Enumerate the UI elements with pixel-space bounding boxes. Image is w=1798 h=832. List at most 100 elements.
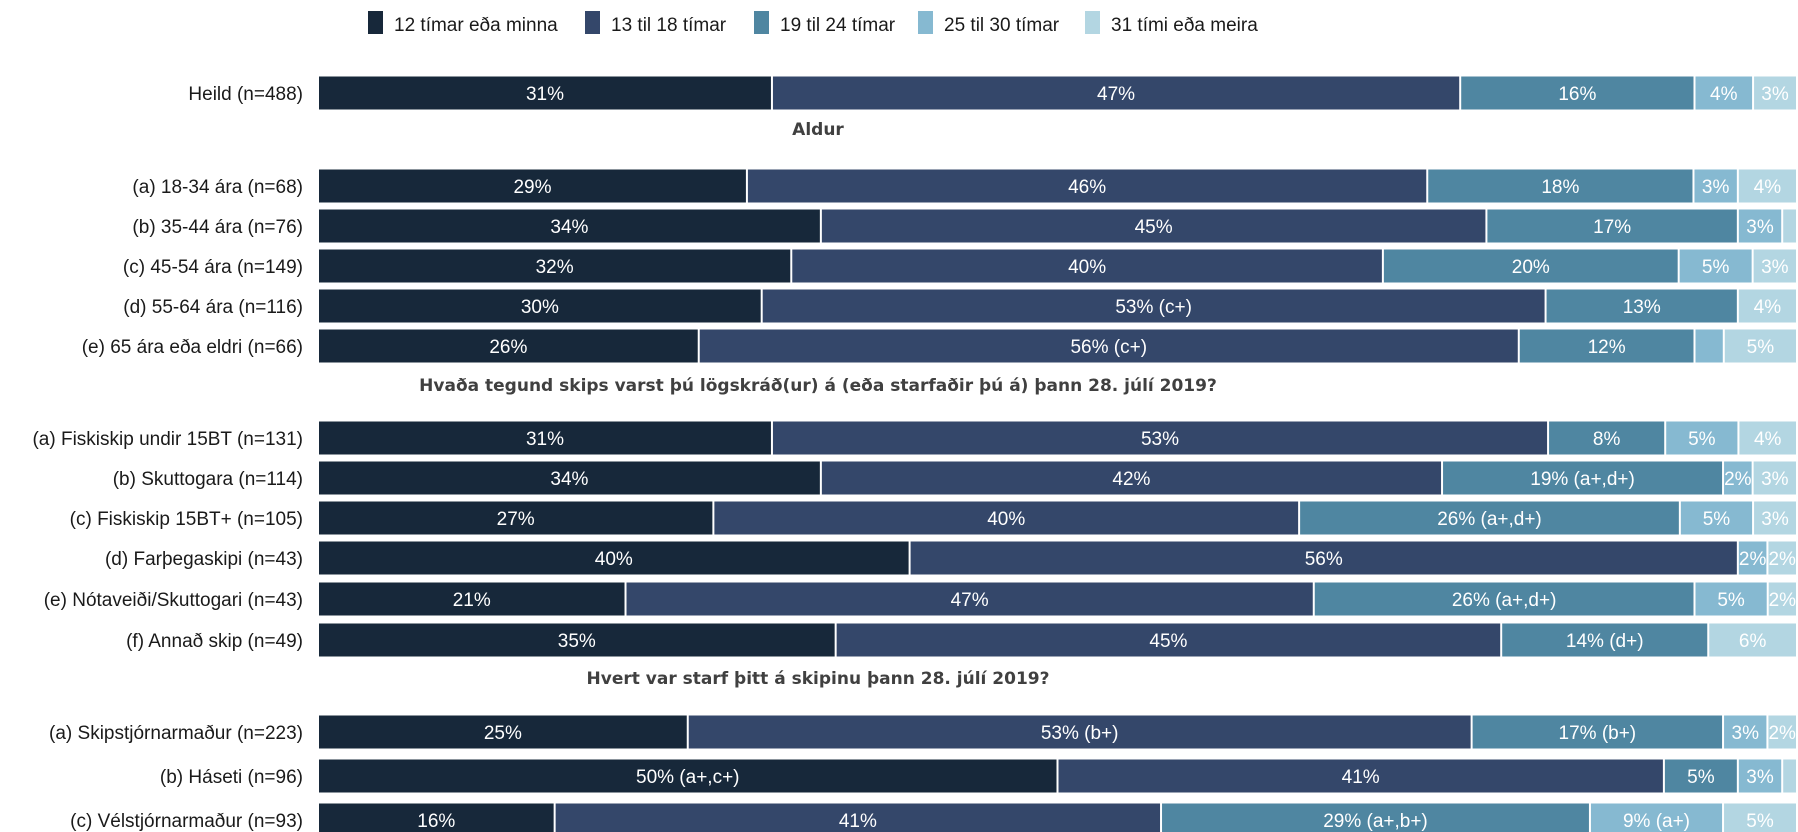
bar-row-b-35-44-ara-n-76: (b) 35-44 ára (n=76) 34% 45% 17% 3%	[132, 209, 1796, 243]
data-label: 4%	[1710, 84, 1738, 105]
data-label: 12%	[1588, 337, 1626, 358]
bar-segment-31-timi-e-a-meira	[1753, 249, 1796, 283]
data-label: 29% (a+,b+)	[1323, 811, 1428, 832]
bar-segment-31-timi-e-a-meira	[1754, 501, 1796, 535]
bar-segment-19-til-24-timar	[1549, 421, 1665, 455]
data-label: 3%	[1746, 217, 1774, 238]
bar-segment-12-timar-e-a-minna	[319, 623, 835, 657]
bar-segment-13-til-18-timar	[762, 289, 1545, 323]
data-label: 2%	[1768, 549, 1796, 570]
bar-row-heild-n-488: Heild (n=488) 31% 47% 16% 4% 3%	[188, 76, 1796, 110]
bar-row-b-skuttogara-n-114: (b) Skuttogara (n=114) 34% 42% 19% (a+,d+) 2…	[113, 461, 1796, 495]
data-label: 8%	[1593, 429, 1621, 450]
data-label: 13%	[1623, 297, 1661, 318]
data-label: 18%	[1541, 177, 1579, 198]
data-label: 41%	[839, 811, 877, 832]
data-label: 4%	[1754, 177, 1782, 198]
bar-segment-13-til-18-timar	[747, 169, 1427, 203]
bar-segment-25-til-30-timar	[1695, 582, 1767, 616]
data-label: 5%	[1746, 811, 1774, 832]
data-label: 9% (a+)	[1623, 811, 1690, 832]
data-label: 34%	[550, 469, 588, 490]
data-label: 47%	[951, 590, 989, 611]
category-label: (c) 45-54 ára (n=149)	[123, 257, 303, 278]
data-label: 41%	[1342, 767, 1380, 788]
data-label: 26%	[489, 337, 527, 358]
data-label: 56%	[1305, 549, 1343, 570]
bar-segment-13-til-18-timar	[910, 541, 1737, 575]
category-label: (a) 18-34 ára (n=68)	[132, 177, 303, 198]
data-label: 40%	[595, 549, 633, 570]
bar-segment-13-til-18-timar	[772, 76, 1460, 110]
legend-item-3: 19 til 24 tímar	[754, 11, 896, 36]
category-label: (a) Fiskiskip undir 15BT (n=131)	[32, 429, 303, 450]
bar-row-f-anna-skip-n-49: (f) Annað skip (n=49) 35% 45% 14% (d+) 6%	[126, 623, 1796, 657]
data-label: 46%	[1068, 177, 1106, 198]
bar-row-a-skipstjornarma-ur-n-223: (a) Skipstjórnarmaður (n=223) 25% 53% (b+)…	[49, 715, 1796, 749]
data-label: 47%	[1097, 84, 1135, 105]
legend-label: 25 til 30 tímar	[944, 15, 1060, 36]
data-label: 19% (a+,d+)	[1530, 469, 1635, 490]
data-label: 17%	[1593, 217, 1631, 238]
bar-row-c-velstjornarma-ur-n-93: (c) Vélstjórnarmaður (n=93) 16% 41% 29% (a+…	[70, 803, 1796, 832]
data-label: 56% (c+)	[1070, 337, 1147, 358]
legend-swatch	[918, 11, 933, 34]
bar-segment-25-til-30-timar	[1694, 169, 1737, 203]
legend-swatch	[368, 11, 383, 34]
bar-segment-12-timar-e-a-minna	[319, 759, 1057, 793]
bar-row-c-fiskiskip-15bt-n-105: (c) Fiskiskip 15BT+ (n=105) 27% 40% 26% (a+…	[70, 501, 1796, 535]
bar-segment-19-til-24-timar	[1443, 461, 1723, 495]
bar-row-a-fiskiskip-undir-15bt-n-131: (a) Fiskiskip undir 15BT (n=131) 31% 53% 8%…	[32, 421, 1796, 455]
bar-segment-12-timar-e-a-minna	[319, 289, 761, 323]
category-label: (d) Farþegaskipi (n=43)	[105, 549, 303, 570]
bar-segment-12-timar-e-a-minna	[319, 582, 625, 616]
category-label: (c) Fiskiskip 15BT+ (n=105)	[70, 509, 303, 530]
bar-segment-12-timar-e-a-minna	[319, 541, 909, 575]
bar-segment-25-til-30-timar	[1738, 209, 1782, 243]
data-label: 50% (a+,c+)	[636, 767, 740, 788]
legend-swatch	[1085, 11, 1100, 34]
data-label: 53% (c+)	[1115, 297, 1192, 318]
bar-segment-31-timi-e-a-meira	[1724, 803, 1796, 832]
section-title: Hvert var starf þitt á skipinu þann 28. …	[587, 669, 1050, 689]
data-label: 32%	[536, 257, 574, 278]
category-label: (e) 65 ára eða eldri (n=66)	[82, 337, 303, 358]
data-label: 6%	[1739, 631, 1767, 652]
bar-row-b-haseti-n-96: (b) Háseti (n=96) 50% (a+,c+) 41% 5% 3%	[160, 759, 1796, 793]
bar-row-c-45-54-ara-n-149: (c) 45-54 ára (n=149) 32% 40% 20% 5% 3%	[123, 249, 1796, 283]
data-label: 16%	[417, 811, 455, 832]
category-label: Heild (n=488)	[188, 84, 303, 105]
bar-row-a-18-34-ara-n-68: (a) 18-34 ára (n=68) 29% 46% 18% 3% 4%	[132, 169, 1796, 203]
group-3: Hvaða tegund skips varst þú lögskráð(ur)…	[32, 376, 1796, 657]
bar-segment-19-til-24-timar	[1162, 803, 1589, 832]
bar-segment-13-til-18-timar	[792, 249, 1382, 283]
legend-label: 13 til 18 tímar	[611, 15, 727, 36]
bar-row-e-notavei-i-skuttogari-n-43: (e) Nótaveiði/Skuttogari (n=43) 21% 47% 26%…	[44, 582, 1796, 616]
data-label: 53% (b+)	[1041, 723, 1119, 744]
data-label: 5%	[1747, 337, 1775, 358]
bar-segment-25-til-30-timar	[1666, 421, 1738, 455]
bar-segment-12-timar-e-a-minna	[319, 803, 554, 832]
section-title: Aldur	[792, 120, 844, 140]
bar-segment-13-til-18-timar	[626, 582, 1313, 616]
data-label: 3%	[1746, 767, 1774, 788]
bar-segment-25-til-30-timar	[1590, 803, 1723, 832]
legend: 12 tímar eða minna 13 til 18 tímar 19 til …	[368, 11, 1258, 36]
data-label: 4%	[1754, 429, 1782, 450]
bar-segment-12-timar-e-a-minna	[319, 715, 687, 749]
data-label: 5%	[1703, 509, 1731, 530]
group-4: Hvert var starf þitt á skipinu þann 28. …	[49, 669, 1796, 832]
bar-segment-31-timi-e-a-meira	[1709, 623, 1796, 657]
bar-segment-12-timar-e-a-minna	[319, 329, 698, 363]
data-label: 3%	[1761, 509, 1789, 530]
data-label: 45%	[1135, 217, 1173, 238]
bar-segment-12-timar-e-a-minna	[319, 501, 713, 535]
data-label: 45%	[1149, 631, 1187, 652]
bar-segment-19-til-24-timar	[1472, 715, 1723, 749]
legend-swatch	[754, 11, 769, 34]
data-label: 34%	[550, 217, 588, 238]
legend-item-5: 31 tími eða meira	[1085, 11, 1258, 36]
legend-label: 31 tími eða meira	[1111, 15, 1258, 36]
bar-segment-12-timar-e-a-minna	[319, 461, 820, 495]
